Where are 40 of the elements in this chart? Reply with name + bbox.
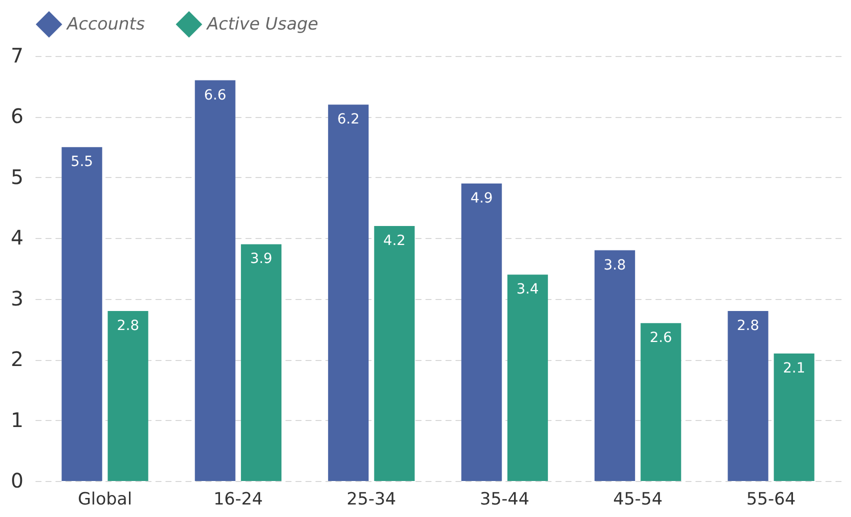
legend-label: Accounts [66, 14, 145, 34]
x-tick-label: Global [78, 490, 132, 510]
bar [728, 311, 768, 481]
data-label: 2.6 [650, 330, 672, 346]
legend-label: Active Usage [206, 14, 318, 34]
x-tick-label: 35-44 [480, 490, 530, 510]
y-tick-label: 0 [10, 468, 24, 492]
bar [240, 244, 282, 481]
x-tick-label: 55-64 [746, 490, 796, 510]
data-label: 4.9 [470, 190, 493, 206]
data-label: 5.5 [70, 154, 94, 170]
bar [62, 147, 102, 481]
data-label: 3.8 [604, 257, 626, 274]
bar [507, 274, 548, 481]
data-label: 3.4 [516, 282, 539, 298]
data-label: 3.9 [250, 251, 272, 268]
y-tick-label: 5 [10, 164, 24, 189]
bar [108, 311, 148, 481]
data-label: 4.2 [383, 233, 406, 249]
x-tick-label: 16-24 [213, 490, 263, 510]
bar [774, 354, 814, 481]
bar [461, 184, 502, 481]
x-tick-label: 25-34 [346, 490, 396, 510]
bar [194, 80, 236, 481]
y-tick-label: 1 [10, 408, 24, 432]
y-tick-label: 7 [10, 44, 24, 68]
data-label: 6.2 [337, 112, 360, 128]
y-tick-label: 6 [10, 104, 24, 128]
data-label: 2.8 [116, 318, 140, 334]
bar [374, 226, 415, 481]
y-tick-label: 3 [10, 286, 24, 310]
data-label: 6.6 [204, 87, 226, 104]
x-tick-label: 45-54 [613, 490, 663, 510]
bar [640, 323, 682, 481]
y-tick-label: 2 [10, 347, 24, 372]
bar [328, 104, 369, 481]
bar [594, 250, 636, 481]
data-label: 2.1 [782, 360, 806, 376]
data-label: 2.8 [736, 318, 760, 334]
y-tick-label: 4 [10, 226, 24, 250]
